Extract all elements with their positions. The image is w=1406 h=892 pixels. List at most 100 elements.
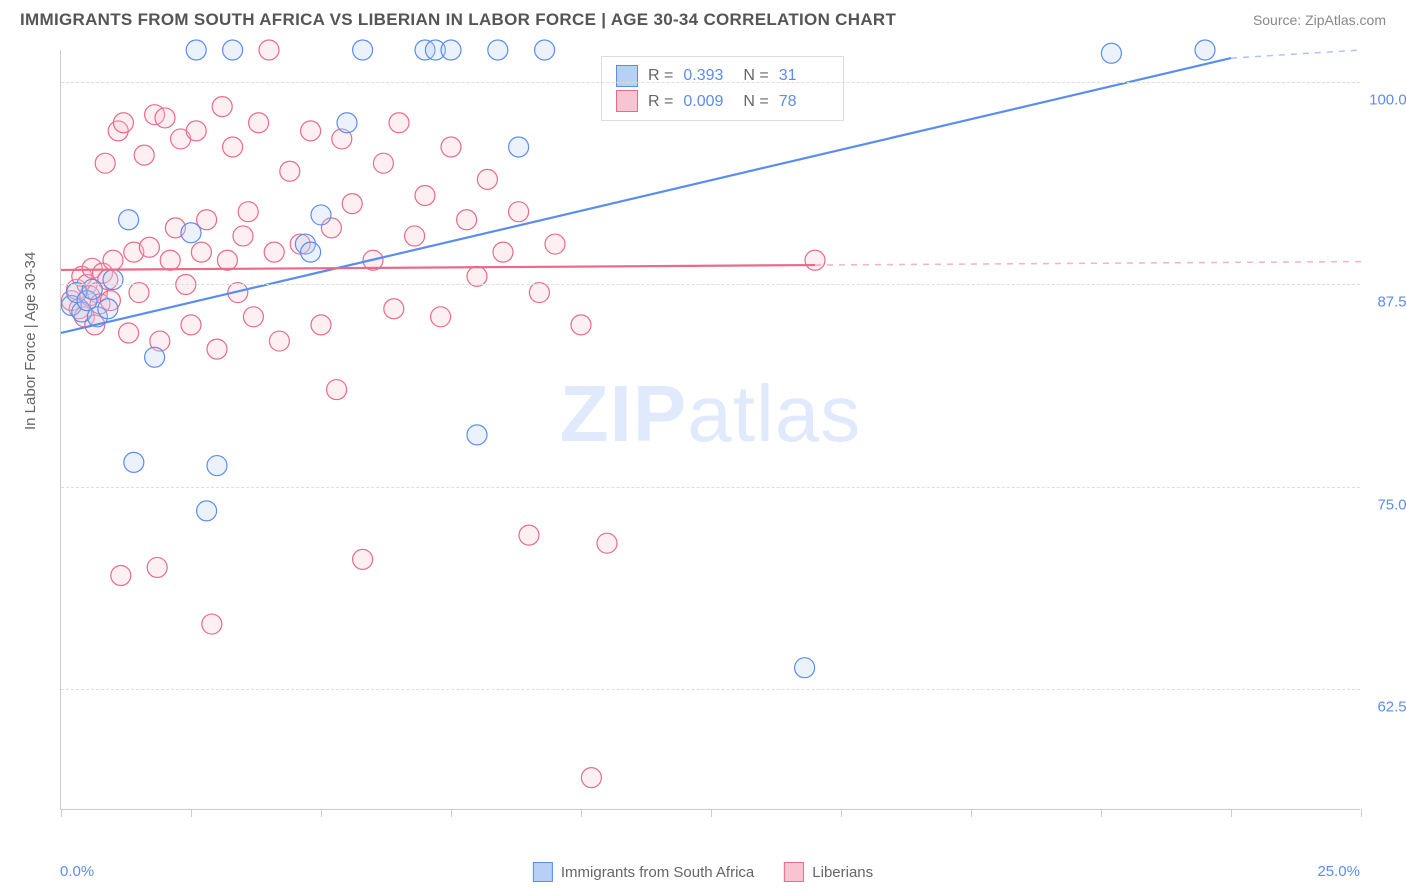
data-point (249, 113, 269, 133)
x-axis-max-label: 25.0% (1317, 863, 1360, 880)
y-axis-title: In Labor Force | Age 30-34 (22, 252, 39, 430)
r-value-0: 0.393 (683, 63, 733, 89)
data-point (134, 145, 154, 165)
data-point (519, 525, 539, 545)
x-axis-min-label: 0.0% (60, 863, 94, 880)
data-point (441, 137, 461, 157)
x-tick (841, 809, 842, 817)
r-value-1: 0.009 (683, 89, 733, 115)
data-point (535, 40, 555, 60)
chart-plot-area: ZIPatlas R = 0.393 N = 31 R = 0.009 N = … (60, 50, 1360, 810)
stats-row-series-1: R = 0.009 N = 78 (616, 89, 829, 115)
data-point (243, 307, 263, 327)
gridline-h (61, 689, 1360, 690)
data-point (145, 347, 165, 367)
data-point (311, 315, 331, 335)
data-point (337, 113, 357, 133)
data-point (181, 315, 201, 335)
data-point (301, 121, 321, 141)
trend-line-extrapolated (1231, 50, 1361, 58)
source-label: Source: ZipAtlas.com (1253, 12, 1386, 28)
legend-item-0: Immigrants from South Africa (533, 862, 754, 882)
data-point (493, 242, 513, 262)
data-point (223, 137, 243, 157)
data-point (119, 323, 139, 343)
data-point (597, 533, 617, 553)
legend-label-1: Liberians (812, 864, 873, 881)
data-point (795, 658, 815, 678)
chart-title: IMMIGRANTS FROM SOUTH AFRICA VS LIBERIAN… (20, 10, 896, 30)
data-point (223, 40, 243, 60)
data-point (186, 121, 206, 141)
gridline-h (61, 487, 1360, 488)
data-point (467, 266, 487, 286)
data-point (129, 283, 149, 303)
data-point (103, 270, 123, 290)
data-point (233, 226, 253, 246)
legend-swatch-0 (533, 862, 553, 882)
data-point (98, 299, 118, 319)
data-point (457, 210, 477, 230)
data-point (124, 452, 144, 472)
data-point (95, 153, 115, 173)
x-tick (971, 809, 972, 817)
data-point (212, 97, 232, 117)
x-tick (191, 809, 192, 817)
x-tick (321, 809, 322, 817)
data-point (139, 237, 159, 257)
data-point (467, 425, 487, 445)
data-point (269, 331, 289, 351)
chart-header: IMMIGRANTS FROM SOUTH AFRICA VS LIBERIAN… (0, 0, 1406, 38)
data-point (197, 501, 217, 521)
data-point (238, 202, 258, 222)
swatch-series-0 (616, 65, 638, 87)
data-point (581, 768, 601, 788)
trend-line-extrapolated (815, 262, 1361, 266)
data-point (311, 205, 331, 225)
n-label: N = (743, 63, 768, 89)
data-point (181, 223, 201, 243)
y-tick-label: 100.0% (1369, 92, 1406, 109)
stats-row-series-0: R = 0.393 N = 31 (616, 63, 829, 89)
data-point (160, 250, 180, 270)
data-point (264, 242, 284, 262)
legend-item-1: Liberians (784, 862, 873, 882)
data-point (415, 186, 435, 206)
legend-swatch-1 (784, 862, 804, 882)
data-point (155, 108, 175, 128)
r-label: R = (648, 63, 673, 89)
x-tick (1361, 809, 1362, 817)
data-point (545, 234, 565, 254)
n-value-0: 31 (779, 63, 829, 89)
data-point (113, 113, 133, 133)
data-point (259, 40, 279, 60)
data-point (571, 315, 591, 335)
gridline-h (61, 284, 1360, 285)
data-point (477, 169, 497, 189)
y-tick-label: 87.5% (1377, 294, 1406, 311)
data-point (342, 194, 362, 214)
data-point (488, 40, 508, 60)
data-point (191, 242, 211, 262)
n-value-1: 78 (779, 89, 829, 115)
legend-label-0: Immigrants from South Africa (561, 864, 754, 881)
n-label: N = (743, 89, 768, 115)
r-label: R = (648, 89, 673, 115)
gridline-h (61, 82, 1360, 83)
data-point (509, 137, 529, 157)
data-point (82, 279, 102, 299)
data-point (119, 210, 139, 230)
x-tick (61, 809, 62, 817)
data-point (441, 40, 461, 60)
x-tick (581, 809, 582, 817)
x-tick (1231, 809, 1232, 817)
y-tick-label: 75.0% (1377, 496, 1406, 513)
y-tick-label: 62.5% (1377, 698, 1406, 715)
data-point (301, 242, 321, 262)
data-point (103, 250, 123, 270)
data-point (186, 40, 206, 60)
data-point (327, 380, 347, 400)
data-point (217, 250, 237, 270)
data-point (805, 250, 825, 270)
data-point (207, 339, 227, 359)
